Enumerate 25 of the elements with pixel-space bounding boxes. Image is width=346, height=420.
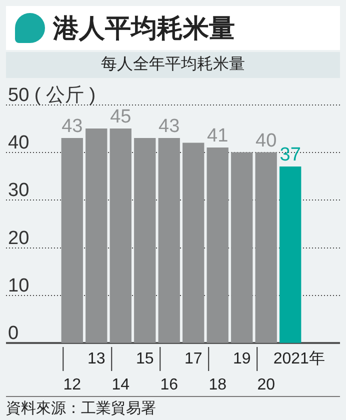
source-note: 資料來源：工業貿易署 [6,396,340,418]
y-tick-label: 0 [8,323,19,344]
chart-title: 港人平均耗米量 [53,12,235,46]
x-tick-label: 19 [232,350,251,368]
data-label: 41 [207,126,228,147]
y-tick-label: 40 [8,132,30,154]
x-tick-label: 14 [112,376,130,394]
x-tick-label: 15 [136,350,154,368]
data-label: 37 [280,144,301,166]
data-label: 43 [62,116,83,138]
x-tick-label: 18 [208,376,227,394]
x-tick-label: 17 [184,350,202,368]
x-tick-label: 2021年 [273,350,325,368]
x-tick-label: 13 [87,350,106,368]
data-label: 40 [256,130,277,152]
x-tick-label: 20 [257,376,276,394]
x-tick-label: 12 [63,376,82,394]
y-tick-label: 20 [8,228,30,249]
data-label: 43 [158,116,180,138]
chart-subtitle: 每人全年平均耗米量 [6,52,340,78]
y-tick-label: 50 ( 公斤 ) [8,85,96,106]
data-label: 45 [110,106,132,128]
y-tick-label: 30 [8,180,30,202]
y-tick-label: 10 [8,275,30,296]
x-tick-label: 16 [160,376,178,394]
